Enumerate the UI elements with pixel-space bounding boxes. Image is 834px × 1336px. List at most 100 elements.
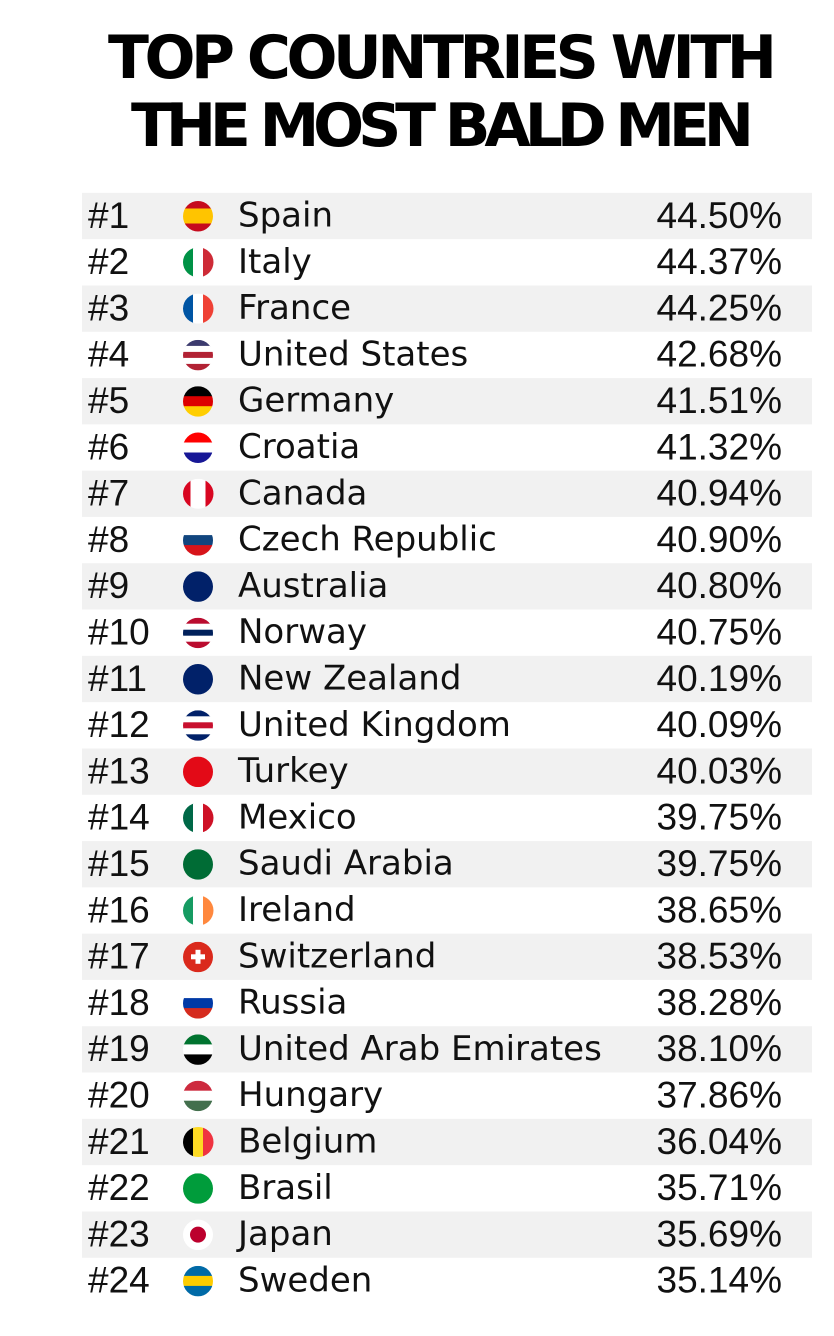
flag-icon	[183, 849, 213, 880]
flag-icon	[183, 802, 214, 833]
percentage: 38.10%	[657, 1028, 783, 1069]
percentage: 41.51%	[657, 380, 783, 421]
table-row: #10 Norway 40.75%	[88, 611, 782, 652]
rank: #11	[88, 658, 147, 699]
flag-stripe	[203, 802, 214, 833]
flag-stripe	[183, 351, 213, 359]
flag-stripe	[183, 617, 213, 625]
flag-stripe	[183, 1127, 194, 1157]
flag-icon	[183, 756, 213, 788]
flag-stripe	[183, 345, 213, 353]
flag-icon	[183, 339, 213, 371]
flag-stripe	[183, 728, 213, 735]
country-name: Australia	[238, 566, 388, 606]
rank: #17	[88, 936, 150, 977]
flag-dot	[190, 1226, 206, 1243]
percentage: 38.28%	[657, 982, 783, 1023]
table-row: #2 Italy 44.37%	[88, 241, 782, 282]
country-name: Belgium	[238, 1122, 377, 1162]
flag-stripe	[198, 478, 206, 509]
country-name: Germany	[238, 381, 394, 421]
flag-stripe	[183, 623, 213, 631]
percentage: 36.04%	[657, 1121, 783, 1162]
flag-stripe	[183, 442, 213, 453]
percentage: 35.71%	[657, 1167, 783, 1208]
flag-stripe	[183, 716, 213, 723]
table-row: #12 United Kingdom 40.09%	[88, 704, 782, 745]
rank: #19	[88, 1028, 150, 1069]
flag-stripe	[183, 664, 213, 695]
table-row: #16 Ireland 38.65%	[88, 889, 782, 930]
flag-icon	[183, 478, 214, 509]
flag-stripe	[203, 895, 214, 926]
country-name: Ireland	[238, 890, 356, 930]
flag-stripe	[183, 452, 213, 463]
flag-stripe	[183, 722, 213, 729]
table-row: #9 Australia 40.80%	[82, 563, 812, 610]
rank: #18	[88, 982, 150, 1023]
flag-stripe	[183, 1285, 213, 1297]
country-name: Brasil	[238, 1168, 333, 1208]
table-row: #20 Hungary 37.86%	[88, 1074, 782, 1115]
percentage: 35.14%	[657, 1260, 783, 1301]
flag-stripe	[193, 1127, 204, 1157]
flag-icon	[183, 1265, 213, 1297]
flag-stripe	[183, 1054, 213, 1065]
flag-stripe	[183, 293, 194, 324]
flag-stripe	[183, 635, 213, 643]
rank: #20	[88, 1074, 150, 1115]
rank: #24	[88, 1260, 150, 1301]
flag-stripe	[183, 571, 213, 602]
title-line: THE MOST BALD MEN	[131, 91, 753, 161]
percentage: 40.75%	[657, 611, 783, 652]
table-row: #17 Switzerland 38.53%	[82, 933, 812, 980]
flag-stripe	[183, 339, 213, 347]
flag-icon	[183, 664, 213, 695]
flag-stripe	[183, 535, 213, 546]
flag-stripe	[183, 1173, 213, 1204]
country-name: Sweden	[238, 1260, 372, 1300]
flag-icon	[183, 293, 214, 324]
rank: #6	[88, 426, 129, 467]
flag-stripe	[183, 478, 191, 509]
flag-stripe	[183, 406, 213, 417]
flag-icon	[183, 710, 213, 741]
rank: #14	[88, 797, 150, 838]
flag-stripe	[183, 357, 213, 365]
flag-stripe	[193, 895, 204, 926]
percentage: 35.69%	[657, 1213, 783, 1254]
flag-cross	[195, 949, 201, 964]
flag-stripe	[183, 1275, 213, 1287]
table-row: #13 Turkey 40.03%	[82, 748, 812, 795]
flag-stripe	[183, 998, 213, 1009]
title-line: TOP COUNTRIES WITH	[108, 23, 776, 93]
rank: #1	[88, 195, 129, 236]
flag-stripe	[183, 1034, 213, 1045]
rank: #7	[88, 473, 129, 514]
country-name: New Zealand	[238, 659, 461, 699]
percentage: 44.25%	[657, 287, 783, 328]
table-row: #21 Belgium 36.04%	[82, 1118, 812, 1166]
flag-stripe	[183, 710, 213, 717]
flag-icon	[183, 988, 213, 1019]
flag-stripe	[183, 386, 213, 397]
percentage: 40.94%	[657, 473, 783, 514]
percentage: 40.80%	[657, 565, 783, 606]
table-row: #23 Japan 35.69%	[82, 1211, 812, 1258]
flag-stripe	[183, 208, 213, 217]
flag-stripe	[183, 1265, 213, 1277]
country-name: Italy	[238, 242, 312, 282]
percentage: 44.37%	[657, 241, 783, 282]
rank: #16	[88, 889, 150, 930]
flag-stripe	[183, 545, 213, 556]
table-row: #3 France 44.25%	[82, 285, 812, 332]
flag-stripe	[183, 802, 194, 833]
country-name: Czech Republic	[238, 520, 497, 560]
flag-stripe	[183, 1100, 213, 1112]
country-name: Canada	[238, 473, 367, 513]
percentage: 40.03%	[657, 750, 783, 791]
flag-stripe	[183, 1080, 213, 1092]
table-row: #11 New Zealand 40.19%	[82, 655, 812, 703]
percentage: 44.50%	[657, 195, 783, 236]
rank: #13	[88, 750, 150, 791]
